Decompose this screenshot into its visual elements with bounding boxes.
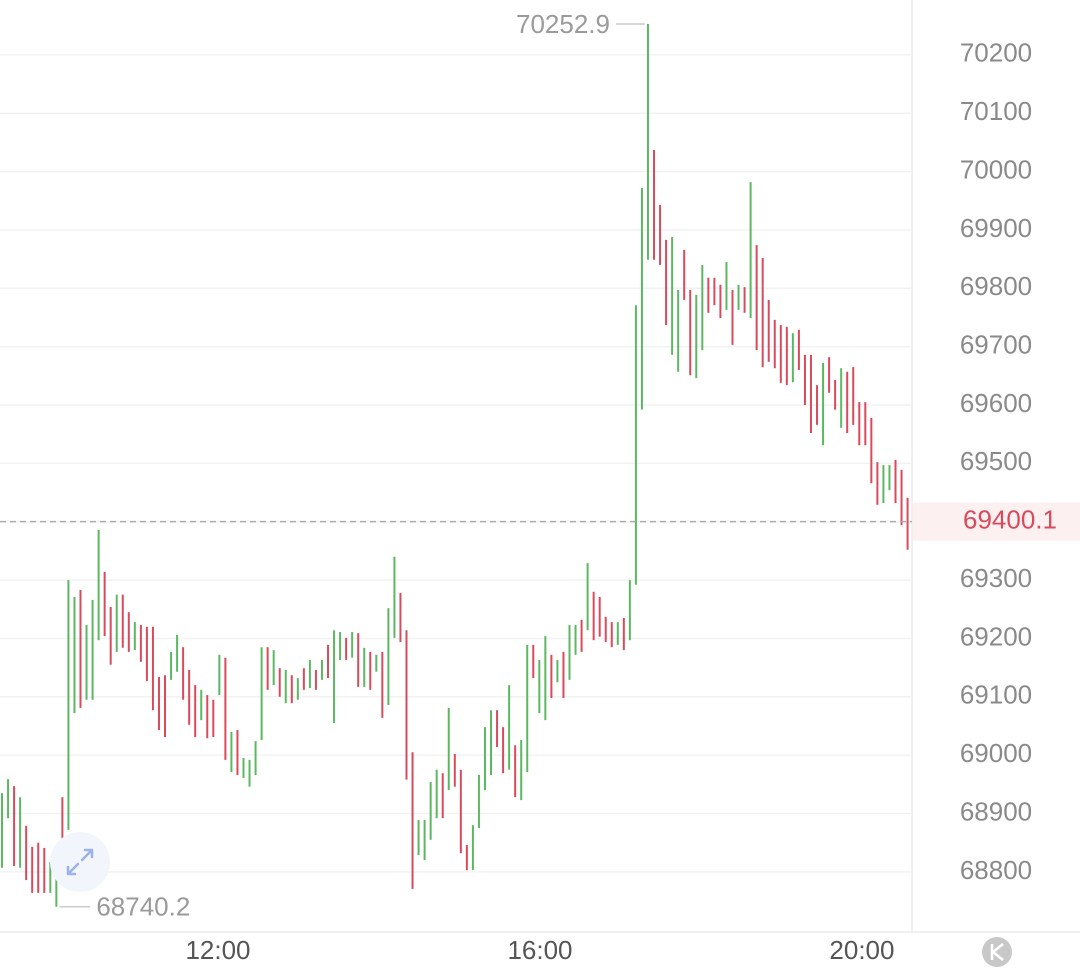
y-tick-label: 69800 bbox=[960, 271, 1032, 301]
y-tick-label: 68800 bbox=[960, 855, 1032, 885]
last-price-bg bbox=[913, 502, 1080, 541]
y-tick-label: 69300 bbox=[960, 563, 1032, 593]
y-tick-label: 69600 bbox=[960, 388, 1032, 418]
y-tick-label: 68900 bbox=[960, 796, 1032, 826]
k-button-bg bbox=[982, 937, 1012, 967]
last-price-label: 69400.1 bbox=[963, 505, 1057, 535]
bars bbox=[1, 23, 909, 907]
y-tick-label: 69500 bbox=[960, 446, 1032, 476]
x-tick-label: 16:00 bbox=[507, 935, 572, 965]
y-tick-label: 69700 bbox=[960, 330, 1032, 360]
y-tick-label: 69000 bbox=[960, 738, 1032, 768]
expand-icon bbox=[66, 848, 94, 876]
max-label: 70252.9 bbox=[516, 9, 610, 39]
y-tick-label: 70200 bbox=[960, 38, 1032, 68]
x-tick-label: 12:00 bbox=[185, 935, 250, 965]
k-button[interactable] bbox=[982, 937, 1012, 967]
y-tick-label: 69900 bbox=[960, 213, 1032, 243]
expand-button-bg bbox=[50, 832, 110, 892]
min-label: 68740.2 bbox=[96, 892, 190, 922]
y-tick-label: 70100 bbox=[960, 96, 1032, 126]
k-icon bbox=[990, 943, 1004, 961]
y-tick-label: 69200 bbox=[960, 621, 1032, 651]
expand-button[interactable] bbox=[50, 832, 110, 892]
y-tick-label: 70000 bbox=[960, 154, 1032, 184]
y-tick-label: 69100 bbox=[960, 680, 1032, 710]
grid bbox=[0, 54, 912, 873]
x-tick-label: 20:00 bbox=[829, 935, 894, 965]
